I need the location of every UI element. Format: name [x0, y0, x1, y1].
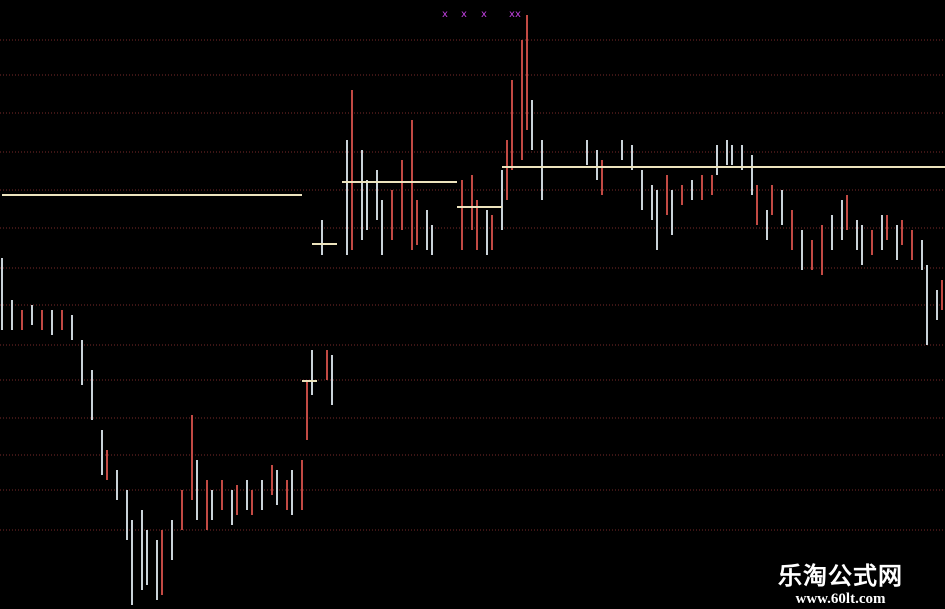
watermark-name: 乐淘公式网 — [778, 562, 903, 590]
watermark-url: www.60lt.com — [795, 591, 886, 607]
signal-marker: x — [461, 9, 467, 20]
signal-marker: x — [481, 9, 487, 20]
signal-marker: x — [509, 9, 515, 20]
watermark: 乐淘公式网 www.60lt.com — [778, 556, 903, 608]
signal-marker: x — [515, 9, 521, 20]
signal-marker: x — [442, 9, 448, 20]
